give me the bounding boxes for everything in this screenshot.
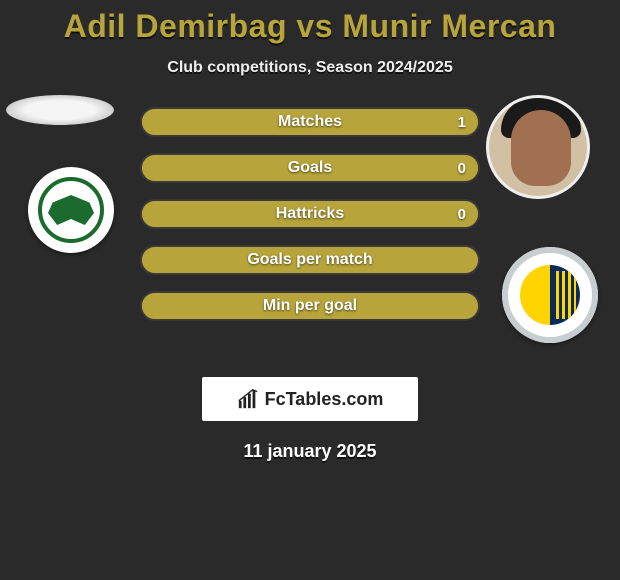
subtitle: Club competitions, Season 2024/2025 [0,59,620,77]
stat-value-right: 0 [458,201,466,227]
brand-label: FcTables.com [265,389,384,410]
player1-name: Adil Demirbag [64,8,287,44]
stat-label: Goals per match [142,247,478,273]
brand-badge: FcTables.com [202,377,418,421]
fenerbahce-logo-icon [502,247,598,343]
stat-label: Min per goal [142,293,478,319]
stat-row: Min per goal [140,291,480,321]
stat-value-right: 1 [458,109,466,135]
snapshot-date: 11 january 2025 [0,441,620,462]
stat-value-right: 0 [458,155,466,181]
player1-club-badge [28,167,114,253]
stat-label: Matches [142,109,478,135]
stat-rows: Matches1Goals0Hattricks0Goals per matchM… [140,107,480,337]
stat-row: Goals per match [140,245,480,275]
player2-club-badge [502,247,598,343]
stat-row: Hattricks0 [140,199,480,229]
comparison-title: Adil Demirbag vs Munir Mercan [0,8,620,45]
player2-photo [486,95,590,199]
comparison-area: Matches1Goals0Hattricks0Goals per matchM… [0,107,620,367]
stat-label: Goals [142,155,478,181]
stat-row: Goals0 [140,153,480,183]
vs-label: vs [296,8,333,44]
stat-label: Hattricks [142,201,478,227]
player2-name: Munir Mercan [342,8,556,44]
bar-chart-icon [237,388,259,410]
stat-row: Matches1 [140,107,480,137]
konyaspor-logo-icon [38,177,104,243]
player1-photo [6,95,114,125]
